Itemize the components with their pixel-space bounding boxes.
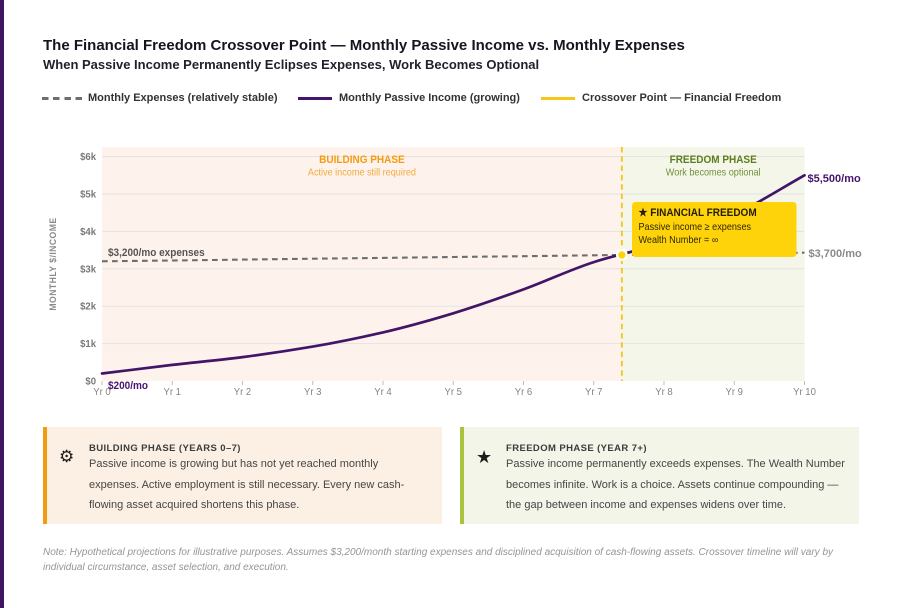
x-tick-label: Yr 7	[585, 387, 603, 399]
solid-line-swatch	[298, 97, 332, 100]
y-tick-label: $5k	[80, 189, 96, 201]
card-heading: BUILDING PHASE (YEARS 0–7)	[89, 443, 241, 454]
freedom-phase-subtitle: Work becomes optional	[666, 167, 761, 179]
y-axis-title: MONTHLY $/INCOME	[48, 217, 58, 310]
building-phase-title: BUILDING PHASE	[319, 154, 405, 167]
freedom-phase-band	[621, 147, 805, 381]
card-heading: FREEDOM PHASE (YEAR 7+)	[506, 443, 647, 454]
freedom-phase-card: ★ FREEDOM PHASE (YEAR 7+) Passive income…	[460, 427, 859, 524]
solid-line-swatch	[541, 97, 575, 100]
footnote: Note: Hypothetical projections for illus…	[43, 547, 834, 573]
x-tick-label: Yr 3	[304, 387, 322, 399]
building-phase-band	[102, 147, 622, 381]
x-tick-label: Yr 0	[93, 387, 111, 399]
financial-freedom-box-line2: Wealth Number = ∞	[639, 235, 719, 247]
card-body: Passive income is growing but has not ye…	[89, 458, 405, 511]
x-tick-label: Yr 1	[164, 387, 182, 399]
left-accent-bar	[0, 0, 4, 608]
income-end-label: $5,500/mo	[808, 173, 861, 185]
x-tick-label: Yr 5	[445, 387, 463, 399]
page-subtitle: When Passive Income Permanently Eclipses…	[43, 57, 540, 72]
x-tick-label: Yr 6	[515, 387, 533, 399]
x-tick-label: Yr 10	[793, 387, 816, 399]
gear-icon: ⚙	[59, 447, 75, 466]
card-accent	[460, 427, 464, 524]
y-tick-label: $0	[85, 376, 96, 388]
y-tick-label: $4k	[80, 227, 96, 239]
financial-freedom-box	[632, 202, 797, 257]
expense-start-label: $3,200/mo expenses	[108, 247, 205, 260]
income-start-label: $200/mo	[108, 380, 148, 393]
building-phase-card: ⚙ BUILDING PHASE (YEARS 0–7) Passive inc…	[43, 427, 442, 524]
x-tick-label: Yr 9	[726, 387, 744, 399]
x-tick-label: Yr 8	[655, 387, 673, 399]
page-title: The Financial Freedom Crossover Point — …	[43, 37, 685, 54]
x-tick-label: Yr 2	[234, 387, 252, 399]
crossover-dot	[615, 249, 628, 261]
freedom-phase-title: FREEDOM PHASE	[670, 154, 757, 167]
financial-freedom-box-title: ★ FINANCIAL FREEDOM	[639, 207, 757, 220]
star-icon: ★	[476, 447, 493, 467]
y-tick-label: $2k	[80, 301, 96, 313]
y-tick-label: $1k	[80, 339, 96, 351]
expense-end-label: $3,700/mo	[809, 248, 862, 260]
financial-freedom-box-line1: Passive income ≥ expenses	[639, 222, 752, 234]
x-tick-label: Yr 4	[374, 387, 392, 399]
legend-label: Monthly Passive Income (growing)	[339, 92, 520, 104]
card-accent	[43, 427, 47, 524]
card-body: Passive income permanently exceeds expen…	[506, 458, 845, 511]
y-tick-label: $3k	[80, 264, 96, 276]
dashed-line-swatch	[42, 97, 82, 100]
building-phase-subtitle: Active income still required	[308, 167, 416, 179]
legend-label: Crossover Point — Financial Freedom	[582, 92, 782, 104]
y-tick-label: $6k	[80, 152, 96, 164]
legend-label: Monthly Expenses (relatively stable)	[88, 92, 278, 104]
